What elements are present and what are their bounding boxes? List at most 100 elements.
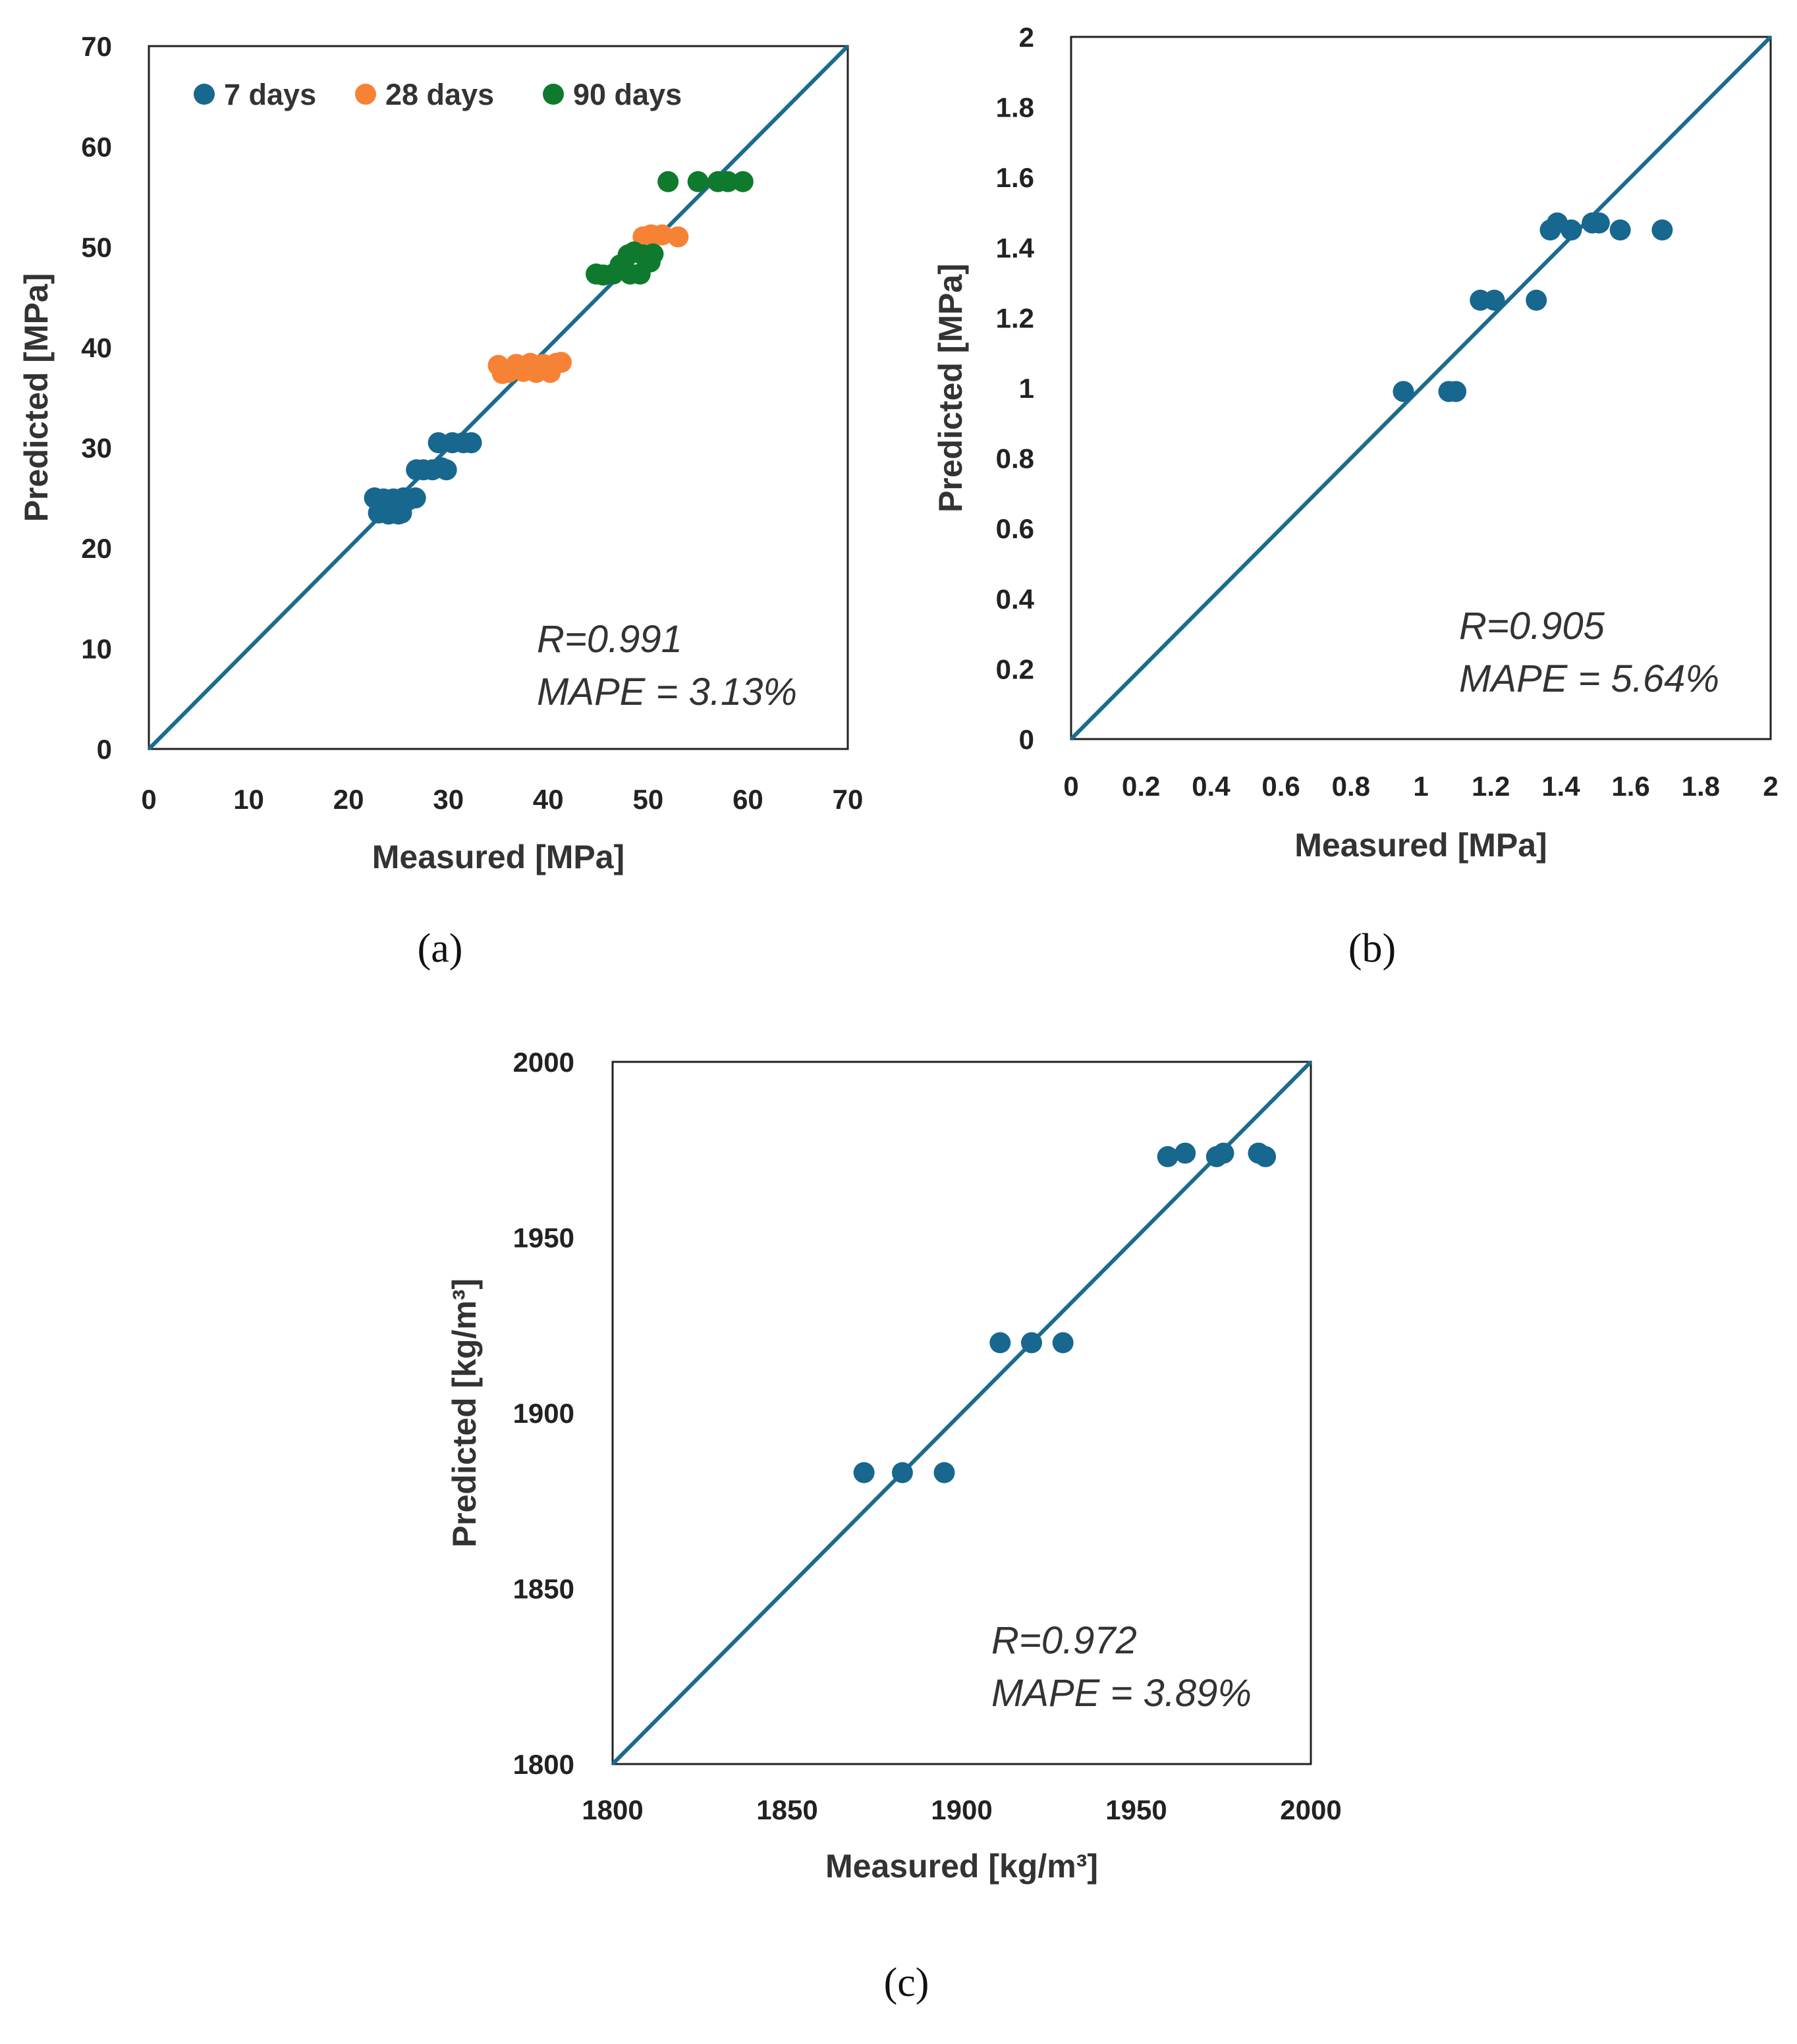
data-point: [619, 263, 641, 285]
x-tick-label: 20: [333, 784, 364, 815]
data-point: [460, 432, 482, 454]
y-tick-label: 0.4: [996, 584, 1035, 615]
legend-marker: [355, 84, 376, 105]
data-point: [1526, 289, 1547, 311]
y-tick-label: 50: [81, 232, 112, 263]
mape-annotation: MAPE = 5.64%: [1459, 657, 1719, 700]
x-tick-label: 10: [233, 784, 264, 815]
correlation-annotation: R=0.972: [991, 1619, 1137, 1662]
y-tick-label: 40: [81, 332, 112, 363]
x-axis-title-b: Measured [MPa]: [1294, 827, 1547, 864]
panel-label-b: (b): [1348, 926, 1396, 971]
y-tick-label: 1800: [513, 1749, 574, 1780]
x-axis-title-a: Measured [MPa]: [372, 839, 624, 875]
legend-marker: [543, 84, 564, 105]
y-tick-label: 30: [81, 433, 112, 464]
data-point: [1175, 1142, 1196, 1164]
y-tick-label: 1.4: [996, 233, 1035, 263]
y-tick-label: 0.6: [996, 513, 1034, 544]
y-tick-label: 1.6: [996, 162, 1034, 193]
data-point: [1393, 381, 1414, 402]
data-point: [1651, 219, 1673, 241]
panel-label-c: (c): [884, 1960, 929, 2005]
data-point: [717, 171, 739, 192]
y-axis-title-c: Predicted [kg/m³]: [446, 1279, 483, 1547]
data-point: [1609, 219, 1631, 241]
chart-panel-b: 0 0.2 0.4 0.6 0.8 1 1.2 1.4 1.6 1.8 2 0 0.2 0.4 0.6 0.8…: [932, 22, 1779, 971]
y-tick-label: 20: [81, 533, 112, 564]
y-tick-label: 0.2: [996, 653, 1034, 684]
plot-frame-b: [1070, 36, 1772, 740]
x-tick-label: 1.2: [1472, 771, 1510, 802]
data-point: [435, 459, 457, 481]
x-tick-label: 2: [1763, 771, 1778, 802]
y-axis-title-b: Predicted [MPa]: [932, 263, 969, 512]
x-tick-label: 0.4: [1192, 771, 1230, 802]
data-point: [515, 354, 537, 376]
legend-marker: [194, 84, 215, 105]
data-point: [853, 1462, 875, 1483]
x-tick-label: 60: [733, 784, 763, 815]
y-tick-label: 60: [81, 131, 112, 162]
data-point: [687, 171, 709, 192]
data-point: [1483, 289, 1505, 311]
x-tick-label: 1800: [582, 1794, 643, 1825]
data-point: [1255, 1146, 1277, 1167]
legend-label: 7 days: [224, 78, 316, 111]
x-tick-label: 40: [533, 784, 564, 815]
correlation-annotation: R=0.905: [1459, 605, 1605, 648]
legend-label: 90 days: [573, 78, 682, 111]
data-point: [1561, 219, 1582, 241]
reference-line-b: [1069, 35, 1773, 741]
chart-panel-c: 1800 1850 1900 1950 2000 1800 1850 1900 1950 2000…: [446, 1047, 1342, 2005]
x-tick-label: 1950: [1105, 1794, 1167, 1825]
x-tick-label: 0: [1063, 771, 1078, 802]
y-tick-label: 0.8: [996, 443, 1034, 474]
y-tick-label: 1.2: [996, 302, 1034, 333]
panel-label-a: (a): [418, 926, 463, 971]
y-tick-label: 0: [97, 734, 112, 765]
y-tick-label: 10: [81, 634, 112, 665]
x-tick-label: 1.8: [1682, 771, 1720, 802]
data-point: [550, 352, 572, 373]
chart-panel-a: 0 10 20 30 40 50 60 70 0 10 20 30 40 50 60 70 Measured […: [18, 31, 863, 971]
data-point: [667, 226, 689, 248]
y-tick-label: 70: [81, 31, 112, 62]
y-axis-title-a: Predicted [MPa]: [18, 273, 55, 522]
y-tick-label: 1850: [513, 1574, 574, 1605]
y-tick-label: 1900: [513, 1398, 574, 1429]
x-tick-label: 50: [632, 784, 663, 815]
data-point: [1021, 1332, 1042, 1354]
data-point: [651, 224, 673, 246]
x-tick-label: 1900: [931, 1794, 992, 1825]
data-point: [642, 243, 664, 265]
data-point: [891, 1462, 913, 1483]
y-tick-label: 2000: [513, 1047, 574, 1078]
data-point: [732, 171, 754, 192]
x-tick-label: 0.2: [1122, 771, 1160, 802]
plot-frame-a: [148, 45, 849, 750]
data-point: [657, 171, 679, 192]
data-point: [404, 487, 426, 509]
x-tick-label: 2000: [1280, 1794, 1341, 1825]
reference-line-a: [147, 44, 850, 751]
x-tick-label: 0: [141, 784, 156, 815]
y-tick-label: 1950: [513, 1223, 574, 1254]
x-axis-title-c: Measured [kg/m³]: [825, 1848, 1098, 1885]
correlation-annotation: R=0.991: [537, 618, 682, 661]
data-point: [1588, 212, 1610, 234]
y-tick-label: 2: [1019, 22, 1034, 53]
y-tick-label: 0: [1019, 724, 1034, 755]
data-point: [933, 1462, 955, 1483]
mape-annotation: MAPE = 3.13%: [537, 671, 797, 713]
data-point: [1052, 1332, 1074, 1354]
reference-line-c: [611, 1060, 1313, 1766]
x-tick-label: 1.4: [1541, 771, 1580, 802]
x-tick-label: 1.6: [1611, 771, 1649, 802]
x-tick-label: 0.6: [1261, 771, 1300, 802]
y-tick-label: 1.8: [996, 92, 1034, 123]
data-point: [1157, 1146, 1178, 1167]
data-point: [989, 1332, 1011, 1354]
x-tick-label: 0.8: [1332, 771, 1370, 802]
